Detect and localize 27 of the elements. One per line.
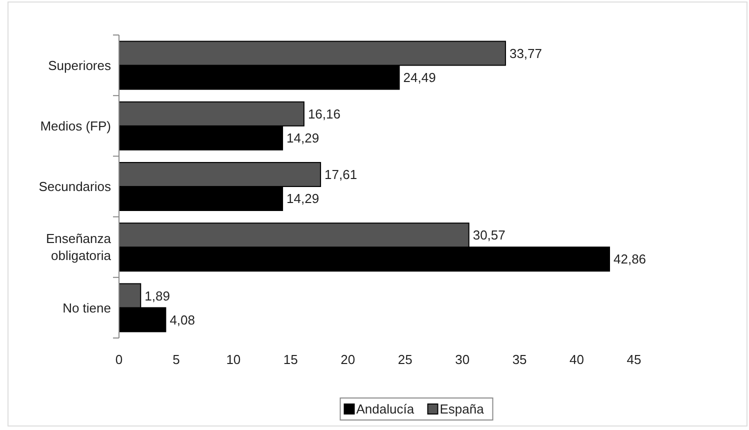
- x-tick-label: 0: [115, 352, 123, 367]
- x-tick-label: 45: [626, 352, 642, 367]
- x-tick-label: 40: [570, 352, 584, 367]
- x-tick-label: 25: [398, 352, 412, 367]
- data-label: 16,16: [308, 106, 340, 122]
- x-tick-label: 15: [283, 352, 298, 367]
- data-label: 42,86: [614, 252, 646, 267]
- y-tick-label: Secundarios: [38, 179, 112, 194]
- data-label: 33,77: [509, 46, 542, 61]
- data-label: 14,29: [286, 130, 320, 146]
- x-tick-label: 35: [512, 352, 527, 367]
- legend-label: España: [440, 402, 485, 417]
- data-label: 14,29: [286, 191, 320, 206]
- y-tick-label: Medios (FP): [40, 118, 111, 134]
- x-tick-label: 10: [226, 352, 241, 367]
- data-label: 17,61: [324, 167, 358, 182]
- y-tick-label: Enseñanza obligatoria: [46, 231, 112, 264]
- x-tick-label: 30: [455, 352, 470, 367]
- x-tick-label: 5: [172, 352, 180, 367]
- data-label: 1,89: [144, 288, 170, 304]
- data-label: 30,57: [472, 228, 506, 243]
- y-tick-label: No tiene: [62, 300, 111, 316]
- legend-label: Andalucía: [356, 402, 415, 417]
- data-label: 4,08: [170, 312, 196, 328]
- y-tick-label: Superiores: [48, 58, 112, 73]
- data-label: 24,49: [403, 70, 436, 85]
- x-tick-label: 20: [340, 352, 356, 367]
